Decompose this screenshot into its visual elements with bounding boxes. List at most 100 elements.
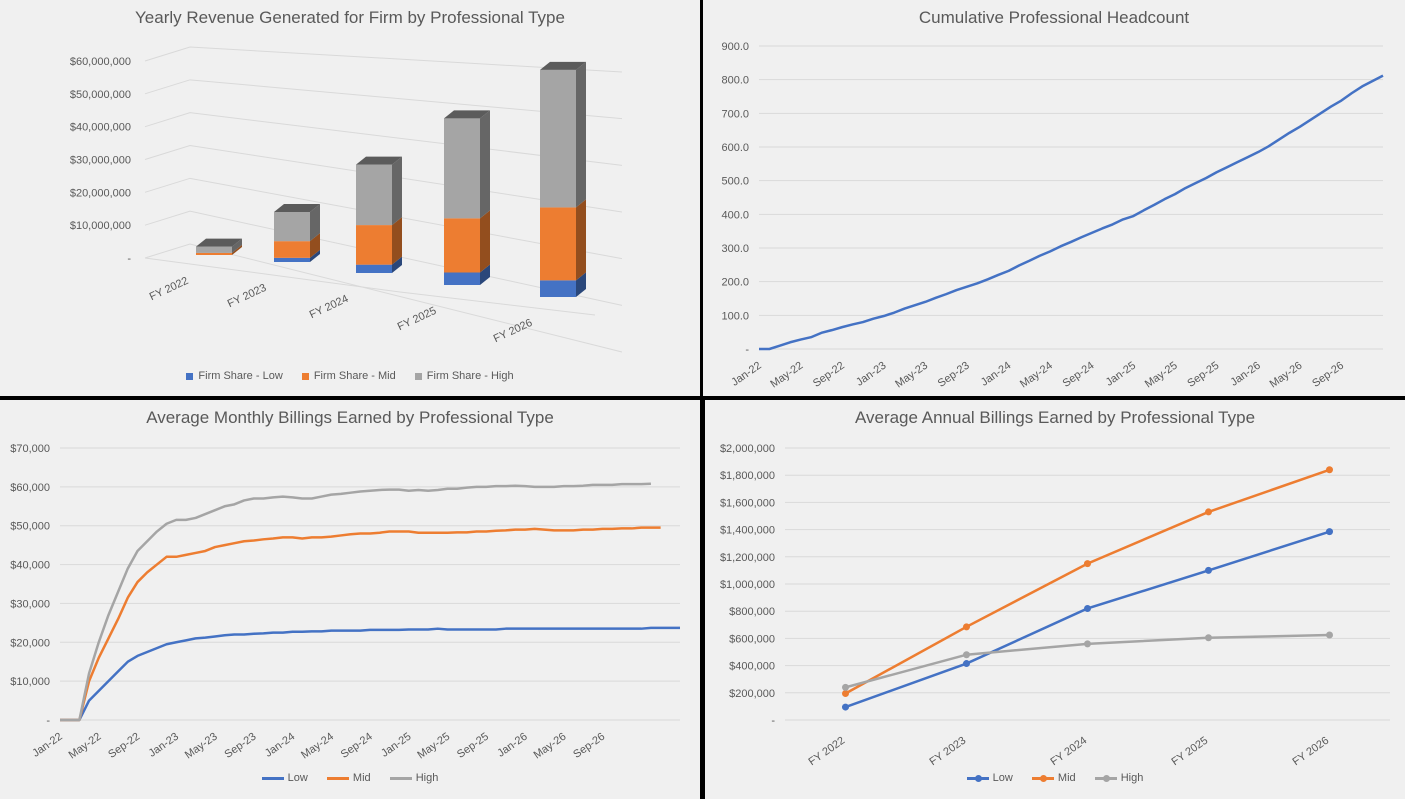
x-tick-label: Sep-25 [1185, 360, 1221, 390]
legend-item-mid: Mid [326, 772, 371, 784]
y-tick-label: - [745, 344, 749, 356]
bar-segment-side [392, 217, 402, 265]
data-point [842, 689, 849, 697]
series-line [845, 530, 1330, 709]
bar-segment-front [540, 69, 576, 208]
y-tick-label: 300.0 [721, 243, 749, 255]
x-tick-label: May-26 [532, 731, 569, 762]
x-tick-label: FY 2024 [308, 293, 351, 321]
y-tick-label: $60,000,000 [70, 56, 131, 68]
x-tick-label: May-24 [1018, 360, 1055, 391]
legend-swatch [1031, 774, 1054, 782]
x-tick-label: Sep-26 [571, 731, 607, 761]
x-tick-label: Sep-23 [936, 360, 972, 390]
x-tick-label: Jan-24 [979, 360, 1013, 389]
data-point [1084, 560, 1091, 568]
x-tick-label: Jan-26 [495, 731, 529, 760]
legend-label: Firm Share - High [426, 370, 514, 382]
gridline [144, 46, 623, 73]
legend-label: Low [992, 772, 1013, 784]
y-tick-label: $200,000 [729, 688, 775, 700]
x-tick-label: May-22 [67, 731, 104, 762]
x-tick-label: Jan-25 [379, 731, 413, 760]
legend-item-high: Firm Share - High [414, 370, 514, 382]
y-tick-label: $1,800,000 [720, 470, 775, 482]
bar-top [540, 61, 586, 70]
chart-title: Average Annual Billings Earned by Profes… [854, 408, 1256, 427]
x-tick-label: May-23 [893, 360, 930, 391]
x-tick-label: FY 2023 [927, 735, 968, 769]
bar-segment-front [274, 241, 310, 258]
y-tick-label: $10,000,000 [70, 220, 131, 232]
bar-top [196, 238, 242, 247]
legend-swatch [414, 372, 422, 380]
headcount-chart: - 100.0 200.0 300.0 400.0 500.0 600.0 700.0 800.… [721, 41, 1384, 391]
headcount-chart-panel: Cumulative Professional Headcount - 100.0… [703, 0, 1405, 396]
x-tick-label: Jan-26 [1228, 360, 1262, 389]
y-tick-label: - [127, 253, 131, 265]
y-tick-label: $2,000,000 [720, 443, 775, 455]
y-tick-label: $20,000,000 [70, 187, 131, 199]
x-tick-label: Jan-22 [30, 731, 64, 760]
series-line [759, 74, 1384, 351]
data-point [963, 660, 970, 668]
y-tick-label: 600.0 [721, 142, 749, 154]
series-line [60, 626, 680, 722]
series-line [844, 468, 1330, 695]
x-tick-label: Sep-23 [223, 731, 259, 761]
x-tick-label: May-23 [183, 731, 220, 762]
y-tick-label: $40,000,000 [70, 122, 131, 134]
y-tick-label: - [771, 715, 775, 727]
chart-title: Yearly Revenue Generated for Firm by Pro… [135, 8, 565, 27]
bar-segment-side [480, 110, 490, 219]
y-tick-label: 900.0 [721, 41, 749, 53]
legend-item-high: High [1094, 772, 1144, 784]
y-tick-label: 500.0 [721, 176, 749, 188]
floor-line [144, 257, 596, 316]
bar-segment-side [480, 210, 490, 273]
x-tick-label: Jan-24 [263, 731, 297, 760]
x-tick-label: FY 2022 [806, 735, 847, 769]
data-point [963, 651, 970, 659]
data-point [1326, 528, 1333, 536]
bar-top [274, 204, 320, 212]
bar-segment-front [356, 164, 392, 226]
x-tick-label: Sep-25 [455, 731, 491, 761]
y-tick-label: $800,000 [729, 606, 775, 618]
bar-segment-front [540, 207, 576, 281]
x-tick-label: FY 2022 [148, 275, 191, 303]
bar-segment-front [444, 272, 480, 285]
legend-item-low: Low [966, 772, 1013, 784]
legend-label: High [1120, 772, 1144, 784]
bar-segment-front [540, 280, 576, 297]
data-point [1205, 634, 1212, 642]
x-tick-label: Jan-23 [854, 360, 888, 389]
data-point [1084, 604, 1091, 612]
bar-segment-side [480, 264, 490, 285]
legend-swatch [301, 372, 309, 380]
y-tick-label: $1,600,000 [720, 497, 775, 509]
x-tick-label: Jan-25 [1104, 360, 1138, 389]
y-tick-label: $1,400,000 [720, 525, 775, 537]
x-tick-label: FY 2024 [1048, 735, 1089, 769]
x-tick-label: FY 2023 [226, 282, 269, 310]
bar-segment-front [356, 225, 392, 265]
legend-item-low: Low [261, 772, 308, 784]
x-tick-label: May-22 [768, 360, 805, 391]
bar-segment-front [274, 257, 310, 262]
bar-segment-side [310, 249, 320, 262]
legend-label: Mid [1057, 772, 1076, 784]
legend: Low Mid High [0, 772, 700, 784]
x-tick-label: Sep-24 [339, 731, 375, 761]
y-tick-label: $50,000 [10, 521, 50, 533]
monthly-billings-chart: - $10,000 $20,000 $30,000 $40,000 $50,000 $60,… [10, 443, 680, 762]
x-tick-label: May-25 [415, 731, 452, 762]
bar-segment-side [576, 272, 586, 297]
bar-segment-front [196, 252, 232, 255]
x-tick-label: May-26 [1268, 360, 1305, 391]
x-tick-label: Sep-22 [106, 731, 142, 761]
y-tick-label: $50,000,000 [70, 89, 131, 101]
x-tick-label: FY 2025 [396, 305, 439, 333]
y-tick-label: 400.0 [721, 209, 749, 221]
legend-swatch [326, 776, 349, 780]
